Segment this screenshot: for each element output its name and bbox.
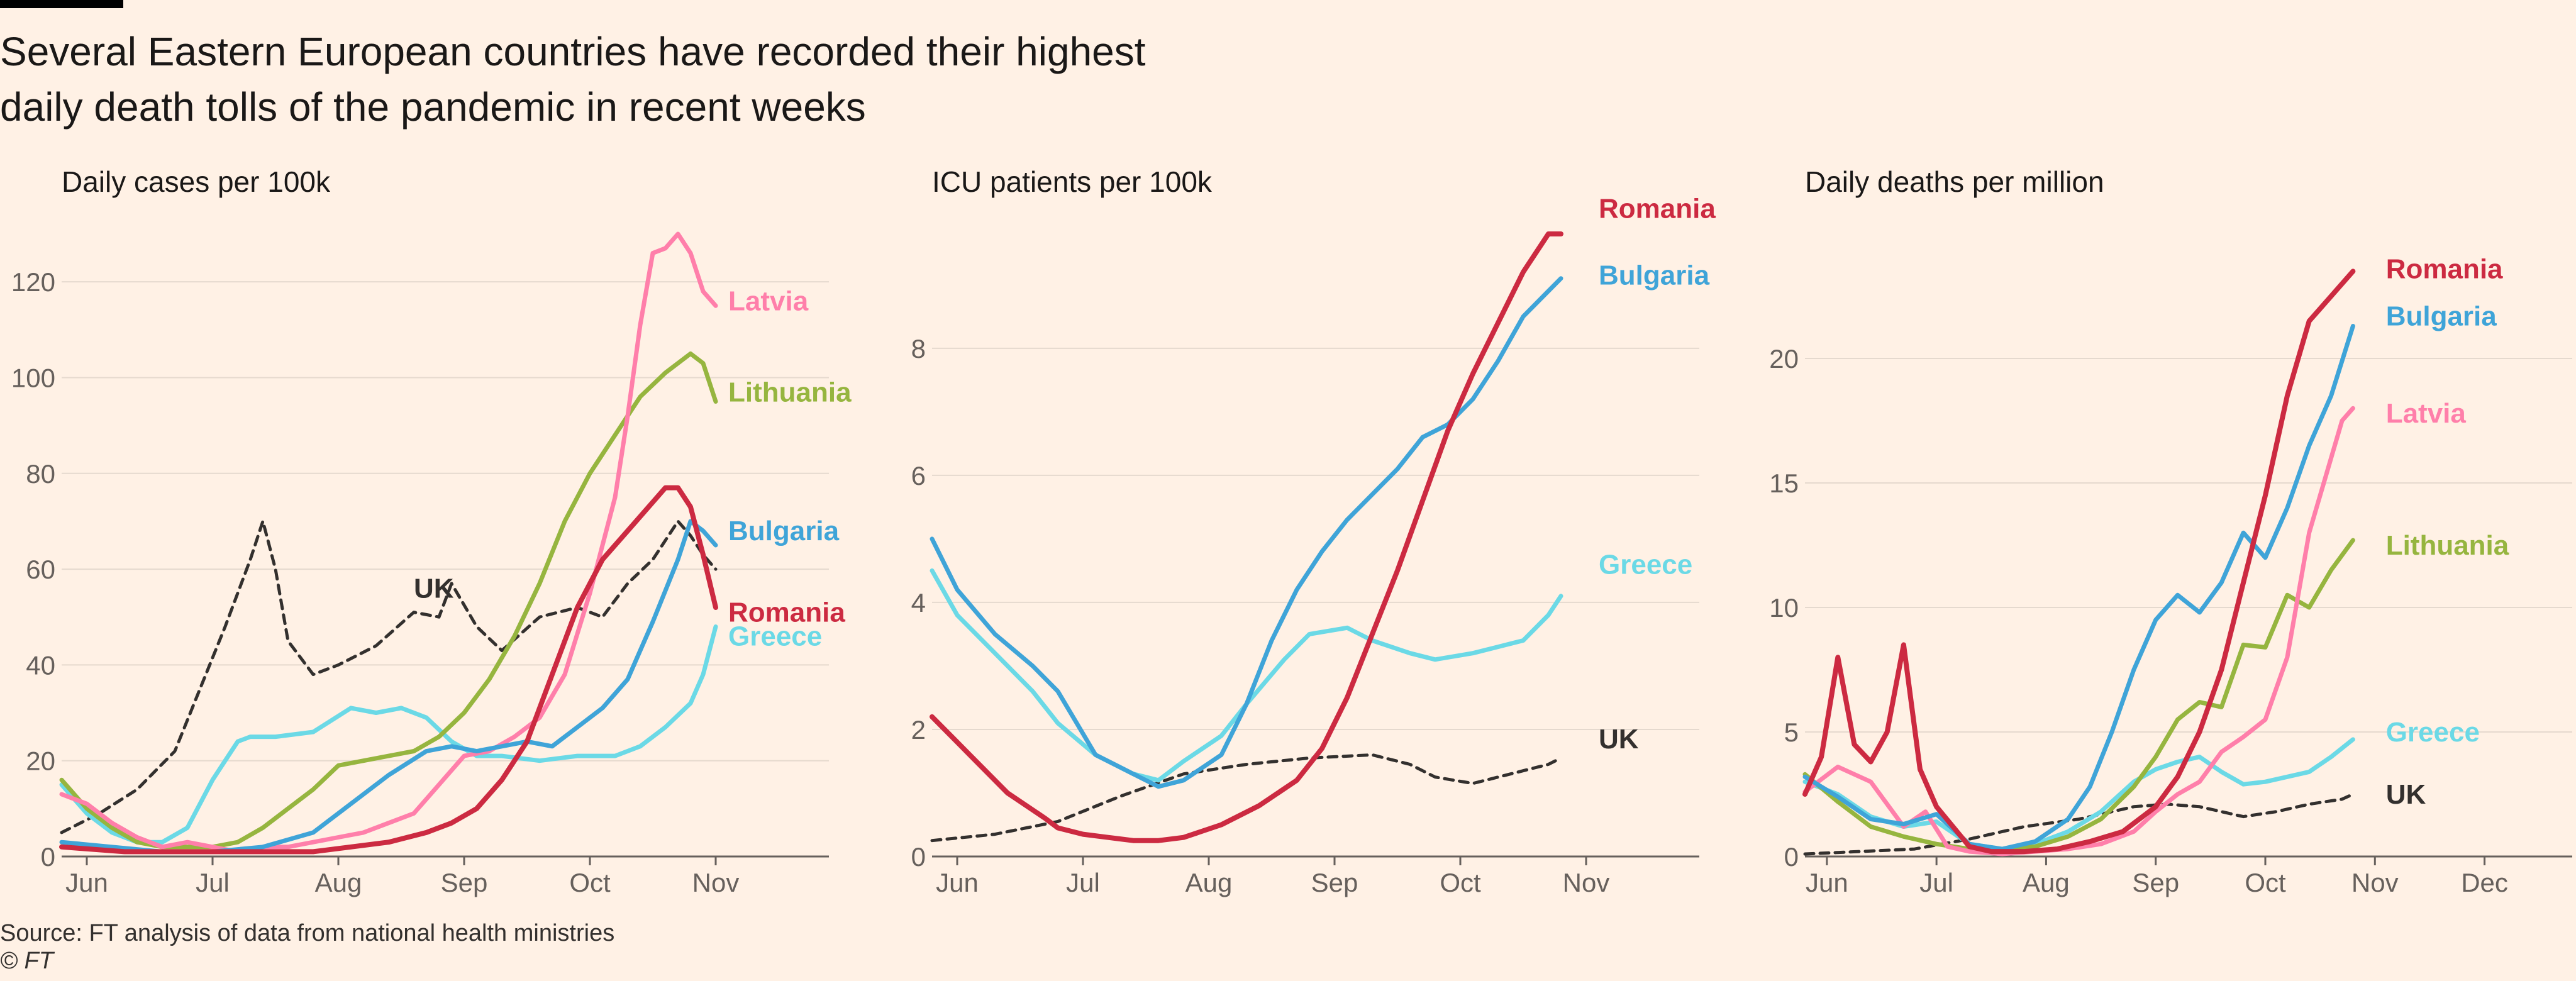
- series-line-bulgaria: [59, 519, 718, 854]
- chart-title-line-2: daily death tolls of the pandemic in rec…: [0, 84, 866, 130]
- series-line-bulgaria: [930, 276, 1563, 789]
- y-tick-label: 20: [1769, 344, 1799, 374]
- x-tick-label: Sep: [1311, 868, 1358, 897]
- y-tick-label: 0: [911, 842, 926, 872]
- y-tick-label: 6: [911, 461, 926, 490]
- series-line-romania: [59, 485, 718, 855]
- y-tick-label: 100: [11, 363, 55, 392]
- footer: Source: FT analysis of data from nationa…: [0, 919, 614, 975]
- y-tick-label: 40: [26, 650, 55, 680]
- x-tick-label: Jul: [196, 868, 230, 897]
- series-line-latvia: [1802, 406, 2355, 856]
- y-tick-label: 120: [11, 267, 55, 297]
- x-tick-label: Oct: [1440, 868, 1481, 897]
- y-tick-label: 60: [26, 555, 55, 584]
- copyright: © FT: [0, 948, 53, 974]
- series-label-lithuania: Lithuania: [728, 377, 852, 407]
- y-tick-label: 8: [911, 334, 926, 363]
- series-line-uk: [930, 753, 1563, 843]
- series-line-romania: [1802, 269, 2356, 855]
- y-tick-label: 0: [1784, 842, 1799, 872]
- series-label-romania: Romania: [2386, 253, 2503, 284]
- x-tick-label: Dec: [2461, 868, 2508, 897]
- series-label-uk: UK: [1599, 724, 1639, 755]
- x-tick-label: Jun: [65, 868, 108, 897]
- x-tick-label: Jun: [1806, 868, 1848, 897]
- series-line-uk: [1803, 792, 2355, 856]
- series-label-lithuania: Lithuania: [2386, 530, 2509, 561]
- series-label-bulgaria: Bulgaria: [1599, 260, 1710, 291]
- x-tick-label: Aug: [2023, 868, 2070, 897]
- series-line-uk: [60, 519, 718, 834]
- x-tick-label: Aug: [315, 868, 362, 897]
- series-label-greece: Greece: [1599, 549, 1692, 580]
- series-label-greece: Greece: [728, 621, 822, 652]
- y-tick-label: 2: [911, 715, 926, 745]
- x-tick-label: Nov: [1563, 868, 1610, 897]
- series-label-romania: Romania: [1599, 194, 1716, 224]
- series-line-romania: [930, 231, 1563, 843]
- panel-title: Daily deaths per million: [1805, 165, 2104, 198]
- series-line-latvia: [59, 231, 718, 854]
- series-label-uk: UK: [414, 574, 454, 604]
- x-tick-label: Nov: [2351, 868, 2399, 897]
- chart-panel-3: Daily deaths per million 0 5 10 15 20 Jun Jul Au…: [1769, 165, 2572, 897]
- series-line-greece: [59, 624, 718, 845]
- series-label-uk: UK: [2386, 779, 2426, 810]
- x-tick-label: Jun: [936, 868, 979, 897]
- series-label-latvia: Latvia: [2386, 398, 2467, 429]
- x-tick-label: Aug: [1185, 868, 1233, 897]
- series-label-latvia: Latvia: [728, 286, 809, 317]
- y-tick-label: 5: [1784, 718, 1799, 747]
- series-line-greece: [930, 568, 1563, 783]
- series-line-greece: [1802, 737, 2355, 851]
- series-label-bulgaria: Bulgaria: [2386, 301, 2497, 332]
- x-tick-label: Oct: [2245, 868, 2286, 897]
- series-line-bulgaria: [1802, 324, 2355, 851]
- x-tick-label: Oct: [569, 868, 611, 897]
- y-tick-label: 0: [41, 842, 55, 872]
- chart-title-line-1: Several Eastern European countries have …: [0, 29, 1146, 74]
- x-tick-label: Jul: [1919, 868, 1953, 897]
- ft-brand-bar: [0, 0, 123, 8]
- chart-panel-2: ICU patients per 100k 0 2 4 6 8 Jun Jul Aug Sep Oc…: [911, 165, 1716, 897]
- y-tick-label: 15: [1769, 468, 1799, 498]
- series-label-bulgaria: Bulgaria: [728, 516, 840, 546]
- source-note: Source: FT analysis of data from nationa…: [0, 920, 615, 946]
- x-tick-label: Sep: [2132, 868, 2179, 897]
- series-label-greece: Greece: [2386, 717, 2480, 748]
- y-tick-label: 80: [26, 459, 55, 489]
- series-line-lithuania: [1802, 538, 2355, 851]
- series-label-romania: Romania: [728, 597, 845, 628]
- x-tick-label: Jul: [1066, 868, 1100, 897]
- y-tick-label: 10: [1769, 593, 1799, 623]
- x-tick-label: Nov: [692, 868, 740, 897]
- panel-title: Daily cases per 100k: [62, 165, 331, 198]
- y-tick-label: 20: [26, 746, 55, 776]
- panel-title: ICU patients per 100k: [932, 165, 1213, 198]
- y-tick-label: 4: [911, 588, 926, 618]
- x-tick-label: Sep: [441, 868, 488, 897]
- chart-title: Several Eastern European countries have …: [0, 24, 1321, 135]
- chart-panel-1: Daily cases per 100k 0 20 40 60 80 100 120 Jun Ju…: [11, 165, 852, 897]
